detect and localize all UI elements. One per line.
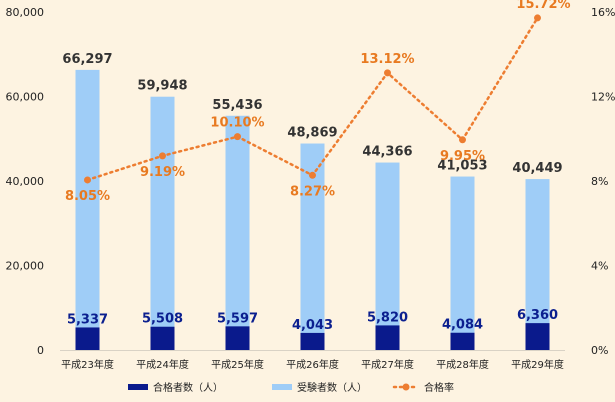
label-rate: 9.19% — [140, 165, 185, 180]
rate-point — [159, 152, 166, 160]
category-label: 平成26年度 — [286, 358, 339, 371]
bar-passers — [375, 325, 400, 350]
legend-label: 合格者数（人） — [153, 381, 223, 394]
x-axis-categories: 平成23年度 平成24年度 平成25年度 平成26年度 平成27年度 平成28年度 平成29… — [61, 358, 564, 371]
category-label: 平成24年度 — [136, 358, 189, 371]
label-passers: 4,043 — [292, 318, 333, 333]
right-tick-label: 4% — [591, 260, 608, 273]
label-rate: 15.72% — [516, 0, 570, 12]
legend-label: 受験者数（人） — [297, 381, 367, 394]
rate-point — [309, 171, 316, 179]
label-examinees: 48,869 — [287, 126, 337, 141]
left-tick-label: 20,000 — [6, 260, 45, 273]
legend-swatch — [272, 384, 292, 390]
rate-line-series — [84, 14, 541, 184]
bar-examinees — [525, 179, 550, 350]
legend-marker — [402, 383, 410, 391]
label-passers: 5,337 — [67, 312, 108, 327]
legend-label: 合格率 — [424, 381, 454, 394]
label-rate: 8.27% — [290, 184, 335, 199]
category-label: 平成23年度 — [61, 358, 114, 371]
bar-examinees — [450, 176, 475, 350]
rate-point — [534, 14, 541, 22]
label-passers: 4,084 — [442, 318, 483, 333]
label-examinees: 55,436 — [212, 98, 262, 113]
right-tick-label: 16% — [591, 6, 615, 19]
rate-point — [459, 136, 466, 144]
rate-point — [234, 133, 241, 141]
rate-point — [384, 69, 391, 77]
bar-passers — [150, 326, 175, 350]
bar-examinees — [150, 96, 175, 351]
label-rate: 13.12% — [360, 52, 414, 67]
left-tick-label: 0 — [37, 344, 44, 357]
label-examinees: 44,366 — [362, 145, 412, 160]
left-y-axis: 0 20,000 40,000 60,000 80,000 — [6, 6, 45, 357]
right-tick-label: 8% — [591, 175, 608, 188]
legend: 合格者数（人） 受験者数（人） 合格率 — [128, 381, 454, 394]
data-labels: 66,297 59,948 55,436 48,869 44,366 41,053 40,4… — [62, 0, 570, 333]
bar-passers — [225, 326, 250, 350]
legend-swatch — [128, 384, 148, 390]
label-passers: 5,820 — [367, 310, 408, 325]
bar-passers — [300, 332, 325, 350]
label-passers: 5,508 — [142, 312, 183, 327]
left-tick-label: 80,000 — [6, 6, 45, 19]
right-y-axis: 0% 4% 8% 12% 16% — [591, 6, 615, 357]
bar-series — [60, 69, 565, 351]
bar-passers — [450, 332, 475, 350]
label-rate: 9.95% — [440, 149, 485, 164]
right-tick-label: 12% — [591, 91, 615, 104]
left-tick-label: 60,000 — [6, 91, 45, 104]
bar-examinees — [225, 115, 250, 350]
bar-passers — [525, 323, 550, 350]
bar-passers — [75, 327, 100, 350]
category-label: 平成25年度 — [211, 358, 264, 371]
label-rate: 10.10% — [210, 116, 264, 131]
label-examinees: 41,053 — [437, 159, 487, 174]
category-label: 平成29年度 — [511, 358, 564, 371]
right-tick-label: 0% — [591, 344, 608, 357]
rate-point — [84, 176, 91, 184]
bar-examinees — [75, 69, 100, 350]
label-examinees: 59,948 — [137, 79, 187, 94]
label-passers: 5,597 — [217, 311, 258, 326]
left-tick-label: 40,000 — [6, 175, 45, 188]
bar-examinees — [375, 162, 400, 350]
label-passers: 6,360 — [517, 308, 558, 323]
label-rate: 8.05% — [65, 189, 110, 204]
label-examinees: 66,297 — [62, 52, 112, 67]
category-label: 平成28年度 — [436, 358, 489, 371]
label-examinees: 40,449 — [512, 161, 562, 176]
category-label: 平成27年度 — [361, 358, 414, 371]
